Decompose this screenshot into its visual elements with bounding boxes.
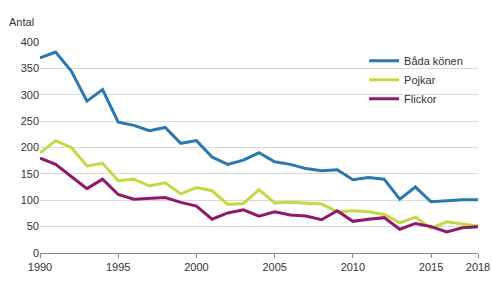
svg-text:Pojkar: Pojkar xyxy=(404,74,436,86)
svg-text:100: 100 xyxy=(21,194,39,206)
svg-text:350: 350 xyxy=(21,62,39,74)
svg-text:Flickor: Flickor xyxy=(404,93,437,105)
svg-text:150: 150 xyxy=(21,168,39,180)
svg-text:50: 50 xyxy=(27,220,39,232)
svg-text:2015: 2015 xyxy=(419,261,443,273)
svg-text:2005: 2005 xyxy=(262,261,286,273)
svg-text:2010: 2010 xyxy=(341,261,365,273)
svg-text:1990: 1990 xyxy=(28,261,52,273)
svg-text:2018: 2018 xyxy=(466,261,490,273)
svg-text:Båda könen: Båda könen xyxy=(404,55,463,67)
svg-text:200: 200 xyxy=(21,141,39,153)
svg-text:0: 0 xyxy=(33,247,39,259)
svg-text:300: 300 xyxy=(21,89,39,101)
svg-text:Antal: Antal xyxy=(9,16,34,28)
svg-text:2000: 2000 xyxy=(184,261,208,273)
svg-text:400: 400 xyxy=(21,36,39,48)
svg-text:1995: 1995 xyxy=(106,261,130,273)
svg-text:250: 250 xyxy=(21,115,39,127)
